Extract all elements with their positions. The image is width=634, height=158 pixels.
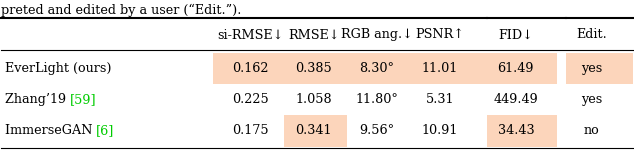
Bar [488,115,557,146]
Text: FID↓: FID↓ [498,28,533,41]
Text: 11.01: 11.01 [422,62,458,75]
Bar [566,53,633,84]
Text: 8.30°: 8.30° [359,62,394,75]
Text: 0.225: 0.225 [232,93,269,106]
Text: ImmerseGAN: ImmerseGAN [4,125,96,137]
Text: EverLight (ours): EverLight (ours) [4,62,111,75]
Text: 0.341: 0.341 [295,125,332,137]
Text: 1.058: 1.058 [295,93,332,106]
Text: no: no [584,125,600,137]
Text: RGB ang.↓: RGB ang.↓ [341,28,413,41]
Text: 0.175: 0.175 [233,125,269,137]
Text: 0.162: 0.162 [233,62,269,75]
Bar [284,115,347,146]
Text: yes: yes [581,62,602,75]
Text: 34.43: 34.43 [498,125,534,137]
Bar [488,53,557,84]
Text: 10.91: 10.91 [422,125,458,137]
Text: yes: yes [581,93,602,106]
Text: [59]: [59] [69,93,96,106]
Text: 9.56°: 9.56° [359,125,394,137]
Text: Edit.: Edit. [576,28,607,41]
Text: 11.80°: 11.80° [356,93,398,106]
Text: [6]: [6] [96,125,114,137]
Text: 0.385: 0.385 [295,62,332,75]
Text: Zhang’19: Zhang’19 [4,93,70,106]
Text: 5.31: 5.31 [426,93,455,106]
Text: RMSE↓: RMSE↓ [288,28,340,41]
Bar [213,53,488,84]
Text: 61.49: 61.49 [498,62,534,75]
Text: 449.49: 449.49 [493,93,538,106]
Text: PSNR↑: PSNR↑ [416,28,465,41]
Text: si-RMSE↓: si-RMSE↓ [217,28,284,41]
Text: preted and edited by a user (“Edit.”).: preted and edited by a user (“Edit.”). [1,3,242,17]
